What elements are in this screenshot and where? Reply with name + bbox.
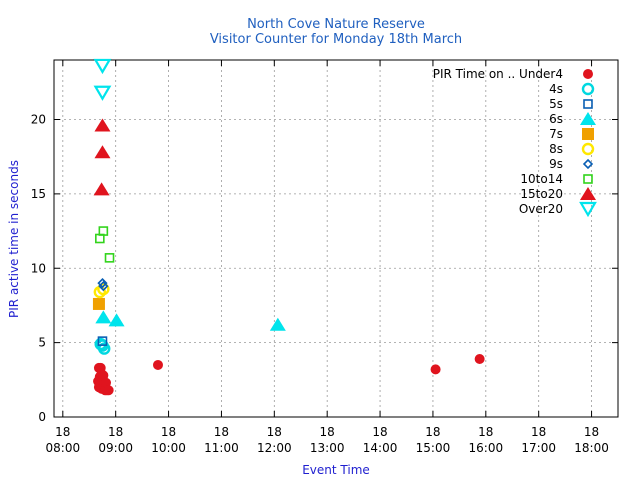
data-point	[92, 297, 105, 310]
x-tick-day-label: 18	[425, 425, 440, 439]
legend-marker	[580, 112, 596, 125]
data-point	[94, 145, 111, 159]
data-point	[98, 342, 111, 355]
chart-title: North Cove Nature Reserve	[247, 17, 425, 32]
data-point	[103, 385, 114, 396]
series-9s	[97, 277, 109, 292]
y-tick-label: 20	[31, 113, 46, 127]
series-6s	[95, 310, 286, 331]
series-10to14	[95, 226, 115, 263]
series-under4	[93, 353, 485, 396]
legend-marker	[582, 158, 594, 170]
series-7s	[92, 297, 105, 310]
chart-subtitle: Visitor Counter for Monday 18th March	[210, 32, 462, 47]
legend-label: PIR Time on .. Under4	[433, 67, 563, 81]
legend-marker	[579, 201, 597, 218]
y-tick-label: 10	[31, 261, 46, 275]
legend-marker	[581, 142, 595, 156]
x-tick-day-label: 18	[214, 425, 229, 439]
plot-frame	[53, 59, 619, 418]
legend-marker	[583, 99, 593, 109]
legend-label: 7s	[549, 127, 563, 141]
data-point	[108, 313, 125, 327]
x-tick-time-label: 16:00	[469, 441, 504, 455]
legend-marker	[583, 174, 593, 184]
data-point	[95, 310, 112, 324]
legend-marker	[581, 82, 595, 96]
legend-label: Over20	[519, 202, 563, 216]
x-tick-time-label: 18:00	[574, 441, 609, 455]
legend-label: 10to14	[520, 172, 563, 186]
data-point	[97, 282, 110, 296]
data-point	[430, 364, 441, 375]
data-point	[104, 253, 115, 263]
grid-lines	[54, 60, 618, 417]
legend-label: 9s	[549, 157, 563, 171]
series-5s	[97, 336, 108, 346]
legend-marker	[583, 69, 593, 79]
data-point	[94, 118, 111, 132]
x-tick-time-label: 08:00	[46, 441, 81, 455]
data-point	[93, 85, 112, 101]
x-tick-time-label: 09:00	[98, 441, 133, 455]
y-axis-label: PIR active time in seconds	[7, 160, 21, 318]
legend-label: 5s	[549, 97, 563, 111]
data-point	[97, 277, 108, 289]
legend-label: 8s	[549, 142, 563, 156]
x-tick-time-label: 14:00	[363, 441, 398, 455]
legend: PIR Time on .. Under44s5s6s7s8s9s10to141…	[433, 67, 597, 218]
x-tick-time-label: 15:00	[416, 441, 451, 455]
legend-marker	[580, 187, 596, 200]
legend-label: 15to20	[520, 187, 563, 201]
x-tick-day-label: 18	[320, 425, 335, 439]
y-tick-label: 15	[31, 187, 46, 201]
data-point	[97, 336, 108, 346]
x-tick-day-label: 18	[55, 425, 70, 439]
x-tick-day-label: 18	[372, 425, 387, 439]
data-point	[474, 353, 485, 364]
x-tick-labels: 18 08:00 18 09:00 18 10:00 18 11:00 18 12:00 18 13:…	[46, 425, 609, 455]
x-tick-day-label: 18	[161, 425, 176, 439]
data-point	[98, 280, 109, 292]
x-tick-day-label: 18	[108, 425, 123, 439]
y-tick-labels: 0 5 10 15 20	[31, 113, 46, 425]
data-point	[93, 182, 110, 196]
legend-label: 4s	[549, 82, 563, 96]
x-tick-time-label: 17:00	[521, 441, 556, 455]
data-point	[152, 359, 163, 370]
data-point	[98, 226, 109, 236]
x-axis-label: Event Time	[302, 463, 370, 477]
x-tick-day-label: 18	[584, 425, 599, 439]
x-tick-day-label: 18	[478, 425, 493, 439]
series-15to20	[93, 118, 111, 196]
legend-marker	[582, 128, 594, 140]
x-tick-time-label: 11:00	[204, 441, 239, 455]
x-tick-time-label: 10:00	[151, 441, 186, 455]
data-points	[92, 58, 485, 396]
legend-label: 6s	[549, 112, 563, 126]
x-tick-time-label: 13:00	[310, 441, 345, 455]
series-over20	[93, 58, 112, 101]
y-tick-label: 5	[38, 336, 46, 350]
data-point	[269, 317, 286, 331]
axis-ticks	[54, 60, 618, 418]
y-tick-label: 0	[38, 410, 46, 424]
x-tick-time-label: 12:00	[257, 441, 292, 455]
x-tick-day-label: 18	[267, 425, 282, 439]
x-tick-day-label: 18	[531, 425, 546, 439]
data-point	[93, 58, 112, 75]
